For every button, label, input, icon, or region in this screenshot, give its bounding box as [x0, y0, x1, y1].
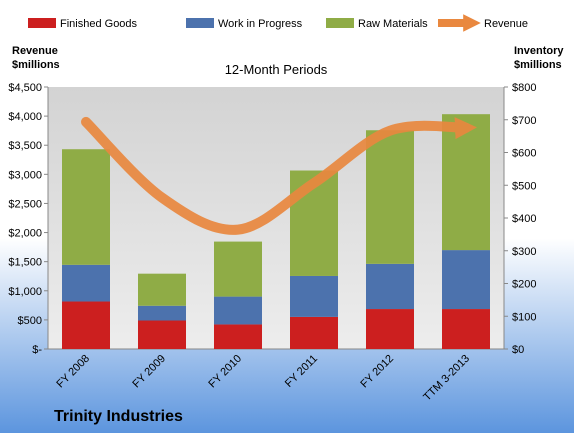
- bar-finished-goods-ttm-3-2013: [442, 309, 490, 349]
- left-tick-label: $4,000: [8, 111, 42, 123]
- legend-label-revenue: Revenue: [484, 18, 528, 30]
- right-axis-title-line2: $millions: [514, 59, 562, 71]
- legend-label-raw-materials: Raw Materials: [358, 18, 428, 30]
- bar-work-in-progress-fy-2009: [138, 305, 186, 321]
- bar-raw-materials-ttm-3-2013: [442, 114, 490, 251]
- left-tick-label: $1,500: [8, 257, 42, 269]
- left-tick-label: $-: [32, 344, 42, 356]
- left-tick-label: $3,500: [8, 140, 42, 152]
- bar-raw-materials-fy-2009: [138, 273, 186, 306]
- right-axis-ticks: $0 $100 $200 $300 $400 $500 $600 $700 $800: [504, 82, 536, 356]
- bar-raw-materials-fy-2010: [214, 241, 262, 297]
- revenue-line: [81, 116, 477, 235]
- legend-swatch-work-in-progress: [186, 18, 214, 28]
- bar-finished-goods-fy-2012: [366, 309, 414, 349]
- bar-finished-goods-fy-2009: [138, 320, 186, 349]
- legend-swatch-raw-materials: [326, 18, 354, 28]
- right-tick-label: $800: [512, 82, 536, 94]
- bar-raw-materials-fy-2008: [62, 149, 110, 265]
- bar-work-in-progress-ttm-3-2013: [442, 250, 490, 310]
- bar-finished-goods-fy-2010: [214, 324, 262, 349]
- right-tick-label: $400: [512, 213, 536, 225]
- bar-finished-goods-fy-2011: [290, 316, 338, 349]
- right-tick-label: $300: [512, 246, 536, 258]
- left-tick-label: $2,500: [8, 198, 42, 210]
- right-tick-label: $600: [512, 148, 536, 160]
- right-axis-title-line1: Inventory: [514, 45, 564, 57]
- bars-group: [62, 114, 490, 349]
- left-tick-label: $500: [18, 315, 42, 327]
- right-tick-label: $200: [512, 279, 536, 291]
- left-tick-label: $3,000: [8, 169, 42, 181]
- legend-label-finished-goods: Finished Goods: [60, 18, 138, 30]
- left-axis-title-line1: Revenue: [12, 45, 58, 57]
- left-tick-label: $2,000: [8, 228, 42, 240]
- left-tick-label: $1,000: [8, 286, 42, 298]
- right-tick-label: $100: [512, 311, 536, 323]
- left-tick-label: $4,500: [8, 82, 42, 94]
- chart-subtitle: 12-Month Periods: [225, 62, 328, 77]
- bar-work-in-progress-fy-2008: [62, 264, 110, 302]
- left-axis-title-line2: $millions: [12, 59, 60, 71]
- bar-work-in-progress-fy-2010: [214, 296, 262, 325]
- right-tick-label: $0: [512, 344, 524, 356]
- bar-work-in-progress-fy-2012: [366, 263, 414, 310]
- revenue-line-group: [81, 116, 477, 235]
- bar-raw-materials-fy-2012: [366, 130, 414, 264]
- bar-work-in-progress-fy-2011: [290, 275, 338, 317]
- legend-label-work-in-progress: Work in Progress: [218, 18, 303, 30]
- legend-swatch-finished-goods: [28, 18, 56, 28]
- legend: Finished Goods Work in Progress Raw Materi…: [28, 14, 528, 32]
- right-tick-label: $700: [512, 115, 536, 127]
- left-axis-ticks: $- $500 $1,000 $1,500 $2,000 $2,500 $3,000 $3,5…: [8, 82, 48, 356]
- company-name: Trinity Industries: [54, 408, 183, 425]
- bar-finished-goods-fy-2008: [62, 301, 110, 349]
- right-tick-label: $500: [512, 180, 536, 192]
